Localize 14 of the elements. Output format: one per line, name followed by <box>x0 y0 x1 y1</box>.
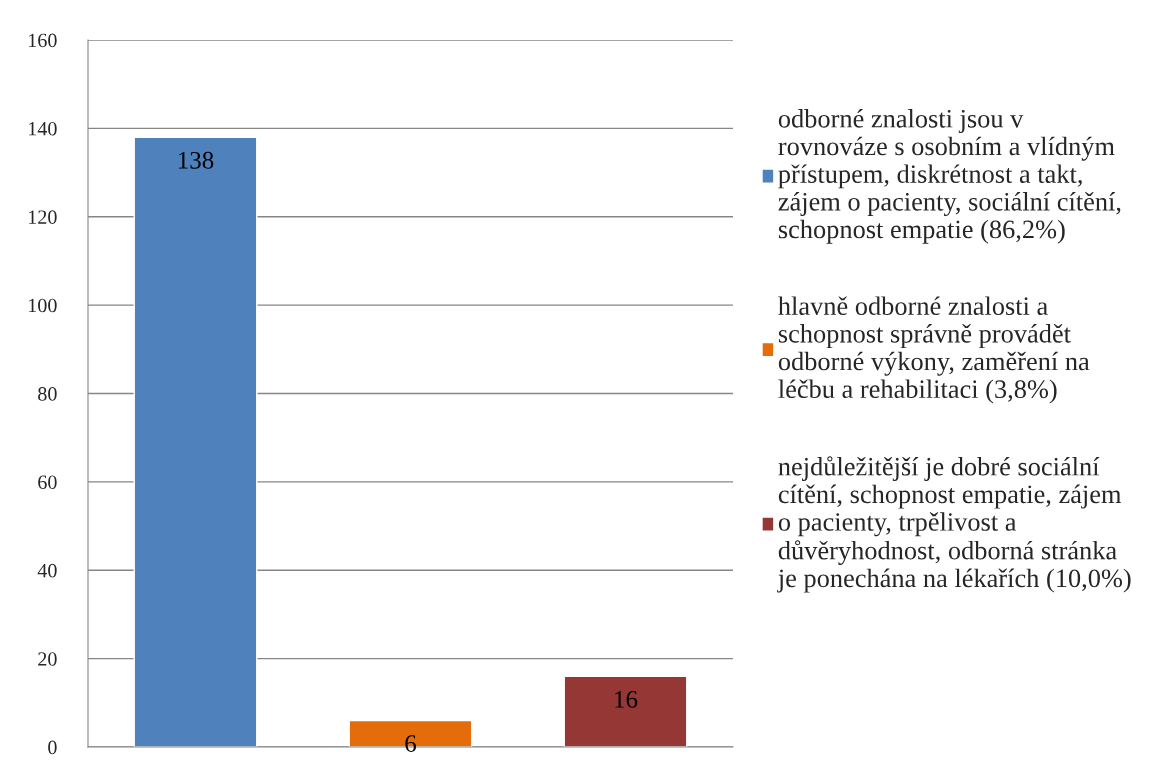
y-tick-label: 120 <box>29 210 57 224</box>
y-tick-label: 20 <box>38 652 57 666</box>
y-tick-label: 60 <box>38 475 57 490</box>
legend-label: odborné znalosti jsou v rovnováze s osobním a vlídným přístupem, diskrétnost a takt, zájem o pacienty, sociální cítění, schopnost empatie (86,2%) <box>778 109 1121 244</box>
y-tick-label: 40 <box>37 563 57 578</box>
y-tick-label: 80 <box>38 387 57 401</box>
y-tick-label: 140 <box>29 121 57 136</box>
legend-label: hlavně odborné znalosti a schopnost správně provádět odborné výkony, zaměření na léčbu a rehabilitaci (3,8%) <box>778 296 1090 404</box>
legend-label: nejdůležitější je dobré sociální cítění, schopnost empatie, zájem o pacienty, trpělivost a důvěryhodnost, odborná stránka je ponechána na lékařích (10,0%) <box>777 456 1131 593</box>
y-tick-label: 160 <box>29 33 57 48</box>
data-label: 138 <box>178 151 214 169</box>
y-tick-label: 0 <box>48 740 57 755</box>
data-label: 16 <box>615 690 638 708</box>
y-tick-label: 100 <box>29 298 57 313</box>
